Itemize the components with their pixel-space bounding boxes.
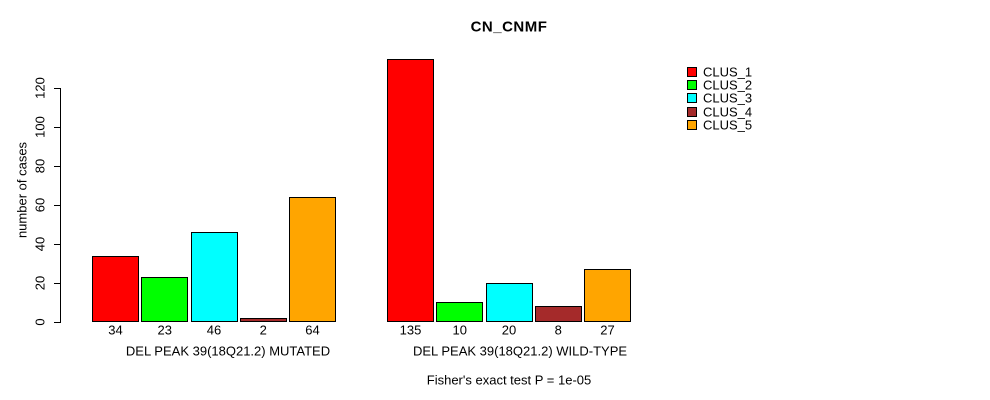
- bar-value-label: 20: [501, 322, 517, 338]
- bar-clus_2: [141, 277, 189, 322]
- legend-label: CLUS_4: [703, 104, 753, 120]
- y-tick-label: 0: [32, 318, 48, 326]
- y-axis-line: [60, 88, 61, 323]
- legend-swatch: [687, 106, 697, 117]
- bar-value-label: 10: [452, 322, 467, 338]
- bar-value-label: 135: [399, 322, 422, 338]
- y-tick-label: 60: [32, 197, 48, 213]
- bar-clus_5: [584, 269, 631, 322]
- group-label: DEL PEAK 39(18Q21.2) MUTATED: [125, 343, 331, 359]
- bar-clus_1: [92, 256, 139, 322]
- y-tick: [54, 205, 60, 206]
- bar-value-label: 8: [554, 322, 562, 338]
- bar-value-label: 64: [305, 322, 320, 338]
- bar-value-label: 2: [259, 322, 267, 338]
- bar-clus_4: [534, 306, 582, 322]
- bar-clus_2: [436, 302, 484, 322]
- y-tick-label: 80: [32, 158, 48, 174]
- y-tick-label: 20: [32, 275, 48, 291]
- y-tick-label: 40: [32, 236, 48, 252]
- legend-label: CLUS_3: [703, 90, 753, 106]
- y-tick: [54, 283, 60, 284]
- bar-clus_1: [387, 59, 434, 322]
- y-tick: [54, 88, 60, 89]
- group-label: DEL PEAK 39(18Q21.2) WILD-TYPE: [412, 343, 628, 359]
- legend-swatch: [687, 80, 697, 91]
- legend-label: CLUS_5: [703, 117, 753, 133]
- bar-clus_4: [239, 318, 287, 322]
- legend-label: CLUS_1: [703, 64, 753, 80]
- legend-label: CLUS_2: [703, 77, 753, 93]
- bar-clus_5: [289, 197, 336, 322]
- y-tick-label: 120: [32, 77, 48, 99]
- y-tick: [54, 127, 60, 128]
- y-axis-label: number of cases: [14, 141, 30, 239]
- y-tick: [54, 322, 60, 323]
- legend-swatch: [687, 67, 697, 77]
- bar-clus_3: [190, 232, 238, 322]
- bar-value-label: 27: [600, 322, 615, 338]
- annotation-text: Fisher's exact test P = 1e-05: [426, 372, 592, 388]
- bar-clus_3: [485, 283, 533, 322]
- chart-title: CN_CNMF: [470, 18, 548, 36]
- y-tick: [54, 166, 60, 167]
- y-tick-label: 100: [32, 116, 48, 138]
- y-tick: [54, 244, 60, 245]
- legend-swatch: [687, 119, 697, 130]
- bar-value-label: 34: [108, 322, 123, 338]
- bar-value-label: 23: [157, 322, 172, 338]
- legend-swatch: [687, 93, 697, 104]
- bar-value-label: 46: [206, 322, 222, 338]
